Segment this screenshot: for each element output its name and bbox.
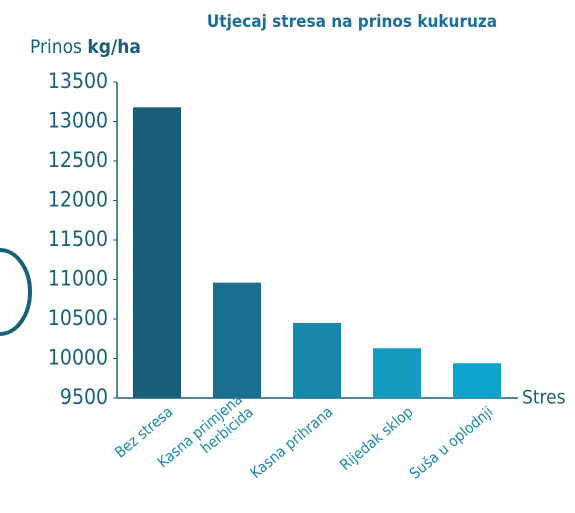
bar: [293, 322, 341, 398]
y-tick-label: 11500: [48, 227, 108, 251]
y-axis-label-text: Prinos: [30, 36, 82, 58]
y-tick-label: 9500: [60, 385, 108, 409]
x-tick-label: Rijedak sklop: [336, 403, 416, 474]
bar: [213, 282, 261, 398]
bar: [133, 107, 181, 398]
x-tick-label: Kasna prihrana: [247, 403, 337, 482]
y-axis-label: Prinos kg/ha: [30, 36, 141, 58]
y-tick-label: 13000: [48, 109, 108, 133]
x-axis-label: Stres: [522, 387, 566, 409]
bar: [453, 363, 501, 398]
y-tick-label: 13500: [48, 69, 108, 93]
bar: [373, 348, 421, 398]
y-tick-label: 10000: [48, 346, 108, 370]
y-tick-label: 12000: [48, 188, 108, 212]
y-tick-label: 10500: [48, 306, 108, 330]
decoration: [0, 248, 32, 336]
x-tick-label: Kasna primjenaherbicida: [154, 390, 257, 484]
y-tick-label: 12500: [48, 148, 108, 172]
y-tick-label: 11000: [48, 267, 108, 291]
y-axis-unit: kg/ha: [87, 36, 141, 58]
x-tick-label: Suša u oplodnji: [406, 403, 496, 483]
chart-title: Utjecaj stresa na prinos kukuruza: [207, 12, 497, 32]
